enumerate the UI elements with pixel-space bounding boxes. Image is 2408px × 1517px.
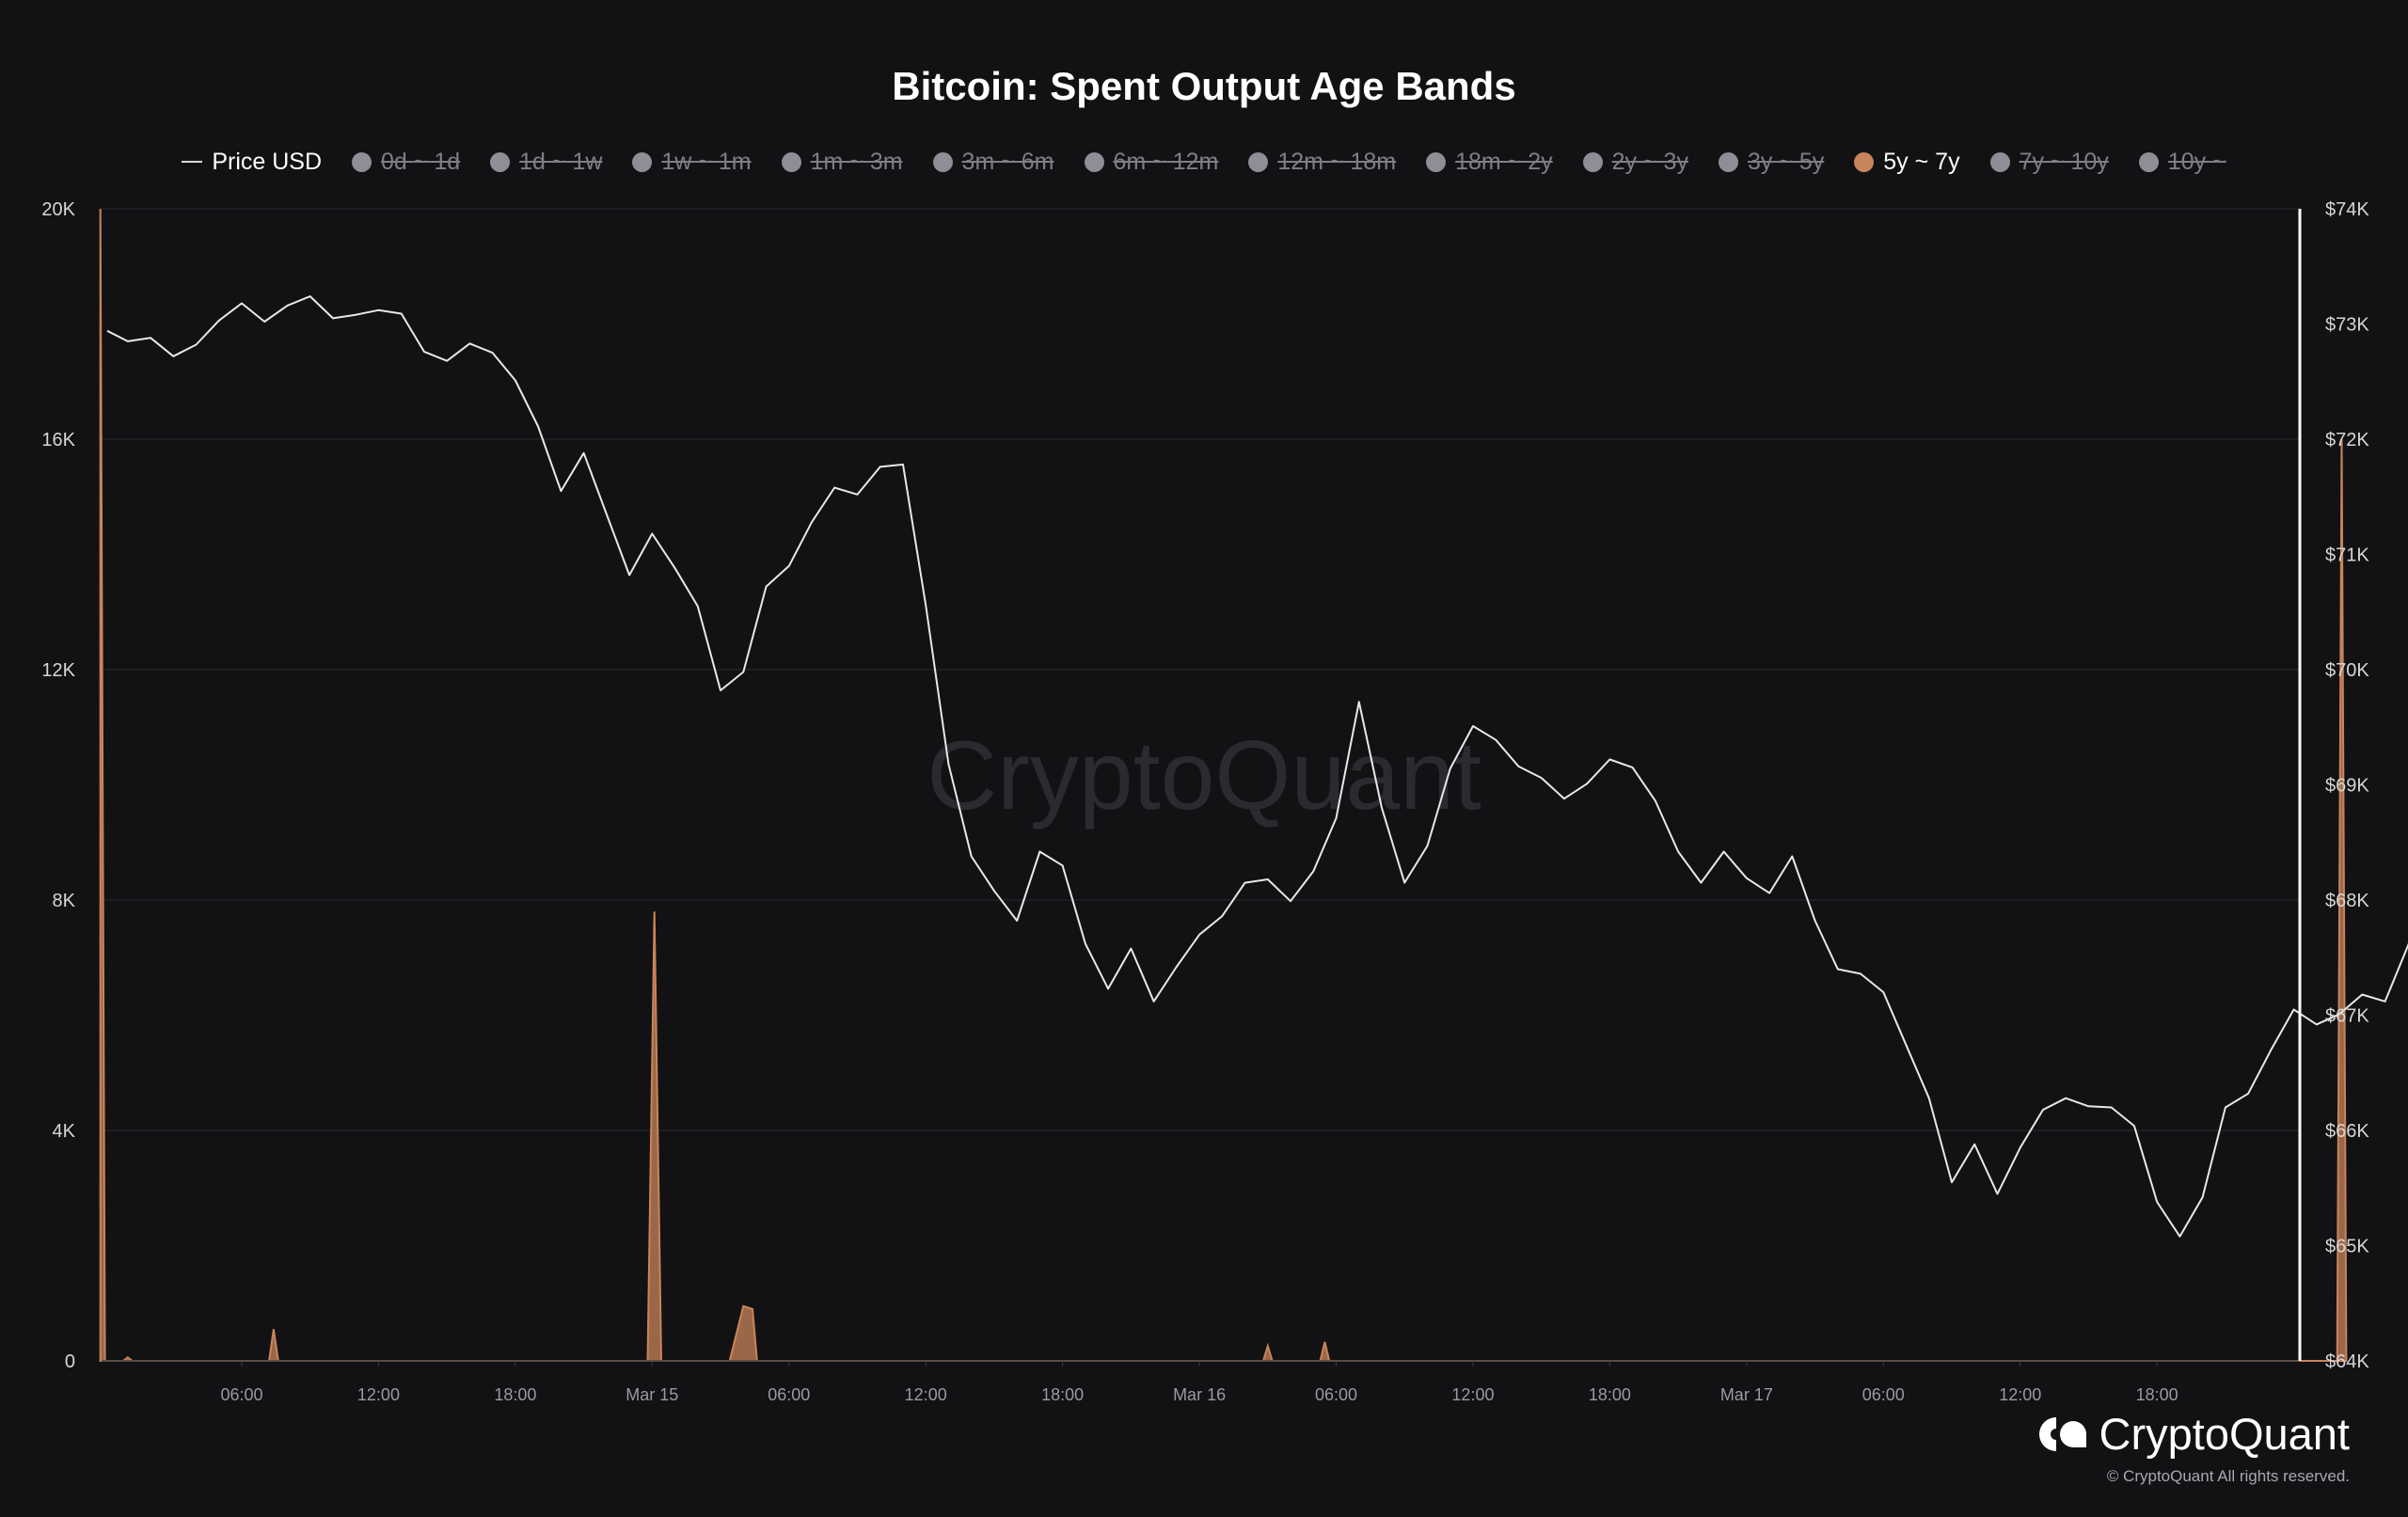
x-tick-label: 18:00 bbox=[1589, 1385, 1631, 1404]
legend-line-icon bbox=[182, 161, 203, 163]
legend-item[interactable]: 0d ~ 1d bbox=[352, 149, 460, 176]
y-right-tick-label: $71K bbox=[2325, 545, 2369, 566]
cryptoquant-logo-icon bbox=[2038, 1416, 2086, 1451]
y-left-tick-label: 16K bbox=[41, 430, 75, 450]
legend-label: 6m ~ 12m bbox=[1113, 148, 1219, 175]
legend-label: 2y ~ 3y bbox=[1611, 148, 1688, 175]
y-left-tick-label: 4K bbox=[53, 1121, 76, 1142]
legend-dot-icon bbox=[781, 151, 801, 172]
legend-label: 3y ~ 5y bbox=[1747, 148, 1825, 175]
legend-dot-icon bbox=[632, 151, 653, 172]
x-tick-label: Mar 15 bbox=[626, 1385, 678, 1404]
y-left-tick-label: 20K bbox=[41, 199, 75, 220]
legend-dot-icon bbox=[1582, 151, 1603, 172]
legend-label: 1w ~ 1m bbox=[661, 148, 752, 175]
y-right-tick-label: $68K bbox=[2325, 891, 2369, 911]
legend: Price USD 0d ~ 1d 1d ~ 1w 1w ~ 1m 1m ~ 3m 3m … bbox=[0, 146, 2408, 178]
x-tick-label: 18:00 bbox=[494, 1385, 536, 1404]
y-right-tick-label: $66K bbox=[2325, 1121, 2369, 1142]
x-tick-label: 06:00 bbox=[768, 1385, 810, 1404]
legend-dot-icon bbox=[352, 151, 372, 172]
legend-label: 1d ~ 1w bbox=[519, 148, 603, 175]
legend-dot-icon bbox=[490, 151, 511, 172]
legend-label: 3m ~ 6m bbox=[961, 148, 1054, 175]
brand-name: CryptoQuant bbox=[2099, 1409, 2350, 1459]
legend-item[interactable]: 1d ~ 1w bbox=[490, 149, 602, 176]
legend-item[interactable]: 1m ~ 3m bbox=[781, 148, 903, 176]
legend-item[interactable]: 10y ~ bbox=[2138, 148, 2226, 176]
x-tick-label: 12:00 bbox=[1999, 1385, 2041, 1404]
x-tick-label: 06:00 bbox=[1862, 1385, 1905, 1404]
legend-item[interactable]: 3m ~ 6m bbox=[932, 148, 1054, 176]
series-area-5y-7y bbox=[99, 208, 2348, 1362]
legend-label: 12m ~ 18m bbox=[1277, 148, 1397, 175]
legend-item[interactable]: 18m ~ 2y bbox=[1426, 149, 1553, 176]
legend-dot-icon bbox=[2138, 151, 2159, 172]
line-layer bbox=[106, 295, 2408, 1238]
x-tick-label: 06:00 bbox=[1315, 1385, 1357, 1404]
legend-item[interactable]: 6m ~ 12m bbox=[1084, 148, 1219, 176]
x-tick-label: Mar 16 bbox=[1173, 1385, 1226, 1404]
copyright-text: © CryptoQuant All rights reserved. bbox=[2106, 1467, 2350, 1485]
legend-dot-icon bbox=[1248, 151, 1269, 172]
legend-item[interactable]: Price USD bbox=[182, 149, 322, 176]
y-right-tick-label: $65K bbox=[2325, 1237, 2369, 1257]
chart-title: Bitcoin: Spent Output Age Bands bbox=[892, 64, 1516, 108]
y-right-tick-label: $74K bbox=[2325, 199, 2369, 220]
legend-item[interactable]: 2y ~ 3y bbox=[1582, 148, 1688, 176]
area-layer bbox=[99, 208, 2348, 1362]
axis-layer: 0 4K 8K 12K 16K 20K $64K $65K $66K $67K $68K $69K $7… bbox=[41, 199, 2369, 1404]
legend-label: 10y ~ bbox=[2167, 148, 2226, 175]
y-right-tick-label: $70K bbox=[2325, 660, 2369, 681]
legend-item[interactable]: 3y ~ 5y bbox=[1718, 148, 1825, 176]
legend-dot-icon bbox=[1989, 151, 2010, 172]
legend-label: 1m ~ 3m bbox=[810, 148, 903, 175]
grid-layer bbox=[102, 208, 2300, 1131]
legend-label: 18m ~ 2y bbox=[1455, 148, 1553, 175]
y-left-tick-label: 0 bbox=[65, 1351, 75, 1372]
legend-dot-icon bbox=[1426, 151, 1447, 172]
y-right-tick-label: $73K bbox=[2325, 315, 2369, 336]
y-right-tick-label: $72K bbox=[2325, 430, 2369, 450]
legend-label: 5y ~ 7y bbox=[1883, 148, 1960, 175]
y-left-tick-label: 12K bbox=[41, 660, 75, 681]
x-tick-label: 06:00 bbox=[220, 1385, 262, 1404]
brand-logo: CryptoQuant bbox=[2037, 1408, 2350, 1460]
legend-label: Price USD bbox=[212, 148, 323, 175]
legend-dot-icon bbox=[932, 151, 953, 172]
watermark: CryptoQuant bbox=[927, 721, 1481, 830]
legend-item[interactable]: 12m ~ 18m bbox=[1248, 149, 1396, 176]
y-right-tick-label: $69K bbox=[2325, 776, 2369, 797]
x-tick-label: 18:00 bbox=[1041, 1385, 1084, 1404]
x-tick-label: 18:00 bbox=[2136, 1385, 2178, 1404]
legend-item[interactable]: 5y ~ 7y bbox=[1854, 148, 1960, 176]
legend-label: 7y ~ 10y bbox=[2019, 148, 2109, 175]
y-right-tick-label: $64K bbox=[2325, 1351, 2369, 1372]
x-tick-label: Mar 17 bbox=[1720, 1385, 1773, 1404]
legend-label: 0d ~ 1d bbox=[381, 148, 461, 175]
legend-dot-icon bbox=[1084, 151, 1104, 172]
x-tick-label: 12:00 bbox=[905, 1385, 947, 1404]
x-tick-label: 12:00 bbox=[357, 1385, 400, 1404]
legend-dot-icon bbox=[1718, 151, 1738, 172]
x-tick-label: 12:00 bbox=[1451, 1385, 1494, 1404]
legend-item[interactable]: 1w ~ 1m bbox=[632, 148, 752, 176]
y-right-tick-label: $67K bbox=[2325, 1006, 2369, 1027]
y-left-tick-label: 8K bbox=[53, 891, 76, 911]
legend-item[interactable]: 7y ~ 10y bbox=[1989, 148, 2109, 176]
legend-dot-icon bbox=[1854, 151, 1875, 172]
